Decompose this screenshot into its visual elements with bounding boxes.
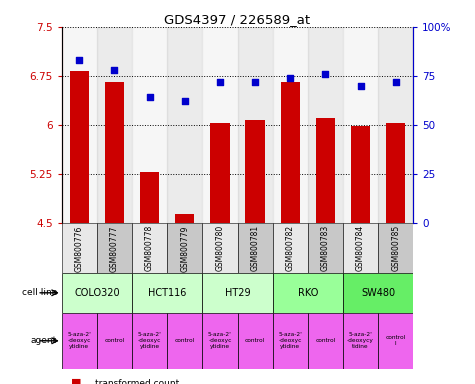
Bar — [202, 223, 238, 273]
Text: transformed count: transformed count — [95, 379, 179, 384]
Point — [146, 94, 153, 101]
Text: COLO320: COLO320 — [74, 288, 120, 298]
Text: 5-aza-2'
-deoxyc
ytidine: 5-aza-2' -deoxyc ytidine — [208, 333, 232, 349]
Bar — [378, 223, 413, 273]
Text: cell line: cell line — [22, 288, 57, 297]
Bar — [378, 27, 413, 223]
Bar — [175, 214, 194, 223]
Bar — [167, 27, 202, 223]
Text: GSM800783: GSM800783 — [321, 225, 330, 271]
Bar — [273, 313, 308, 369]
Text: GSM800784: GSM800784 — [356, 225, 365, 271]
Text: ■: ■ — [71, 378, 82, 384]
Text: control
l: control l — [386, 335, 406, 346]
Bar — [97, 27, 132, 223]
Bar — [132, 273, 202, 313]
Point — [392, 79, 399, 85]
Text: GSM800779: GSM800779 — [180, 225, 189, 271]
Bar — [210, 124, 229, 223]
Bar — [308, 223, 343, 273]
Bar — [386, 124, 405, 223]
Text: 5-aza-2'
-deoxyc
ytidine: 5-aza-2' -deoxyc ytidine — [138, 333, 162, 349]
Bar — [132, 223, 167, 273]
Point — [181, 98, 189, 104]
Bar — [167, 223, 202, 273]
Point — [322, 71, 329, 77]
Text: GSM800778: GSM800778 — [145, 225, 154, 271]
Bar — [70, 71, 89, 223]
Bar — [97, 223, 132, 273]
Bar — [273, 223, 308, 273]
Bar — [343, 313, 378, 369]
Bar — [281, 82, 300, 223]
Text: control: control — [104, 338, 124, 343]
Bar — [316, 118, 335, 223]
Bar — [105, 82, 124, 223]
Bar — [62, 273, 132, 313]
Bar — [343, 27, 378, 223]
Bar — [238, 27, 273, 223]
Text: GSM800781: GSM800781 — [251, 225, 259, 271]
Text: GSM800777: GSM800777 — [110, 225, 119, 271]
Bar — [132, 313, 167, 369]
Point — [111, 67, 118, 73]
Bar — [273, 273, 343, 313]
Text: RKO: RKO — [298, 288, 318, 298]
Text: agent: agent — [31, 336, 57, 345]
Text: HT29: HT29 — [225, 288, 250, 298]
Text: control: control — [315, 338, 335, 343]
Text: HCT116: HCT116 — [148, 288, 186, 298]
Title: GDS4397 / 226589_at: GDS4397 / 226589_at — [164, 13, 311, 26]
Point — [357, 83, 364, 89]
Text: GSM800776: GSM800776 — [75, 225, 84, 271]
Point — [251, 79, 259, 85]
Text: GSM800780: GSM800780 — [216, 225, 224, 271]
Text: GSM800785: GSM800785 — [391, 225, 400, 271]
Bar — [140, 172, 159, 223]
Bar — [378, 313, 413, 369]
Text: control: control — [245, 338, 265, 343]
Text: GSM800782: GSM800782 — [286, 225, 294, 271]
Bar — [202, 313, 238, 369]
Bar — [202, 273, 273, 313]
Bar — [132, 27, 167, 223]
Bar — [273, 27, 308, 223]
Bar — [202, 27, 238, 223]
Point — [216, 79, 224, 85]
Text: control: control — [175, 338, 195, 343]
Bar — [62, 313, 97, 369]
Text: 5-aza-2'
-deoxyc
ytidine: 5-aza-2' -deoxyc ytidine — [67, 333, 91, 349]
Bar — [308, 27, 343, 223]
Point — [286, 75, 294, 81]
Bar — [62, 223, 97, 273]
Bar — [97, 313, 132, 369]
Bar — [343, 223, 378, 273]
Bar — [238, 313, 273, 369]
Bar — [167, 313, 202, 369]
Bar — [308, 313, 343, 369]
Bar — [62, 27, 97, 223]
Bar — [238, 223, 273, 273]
Text: SW480: SW480 — [361, 288, 395, 298]
Text: 5-aza-2'
-deoxyc
ytidine: 5-aza-2' -deoxyc ytidine — [278, 333, 302, 349]
Bar — [351, 126, 370, 223]
Bar — [343, 273, 413, 313]
Bar — [246, 120, 265, 223]
Text: 5-aza-2'
-deoxycy
tidine: 5-aza-2' -deoxycy tidine — [347, 333, 374, 349]
Point — [76, 57, 83, 63]
